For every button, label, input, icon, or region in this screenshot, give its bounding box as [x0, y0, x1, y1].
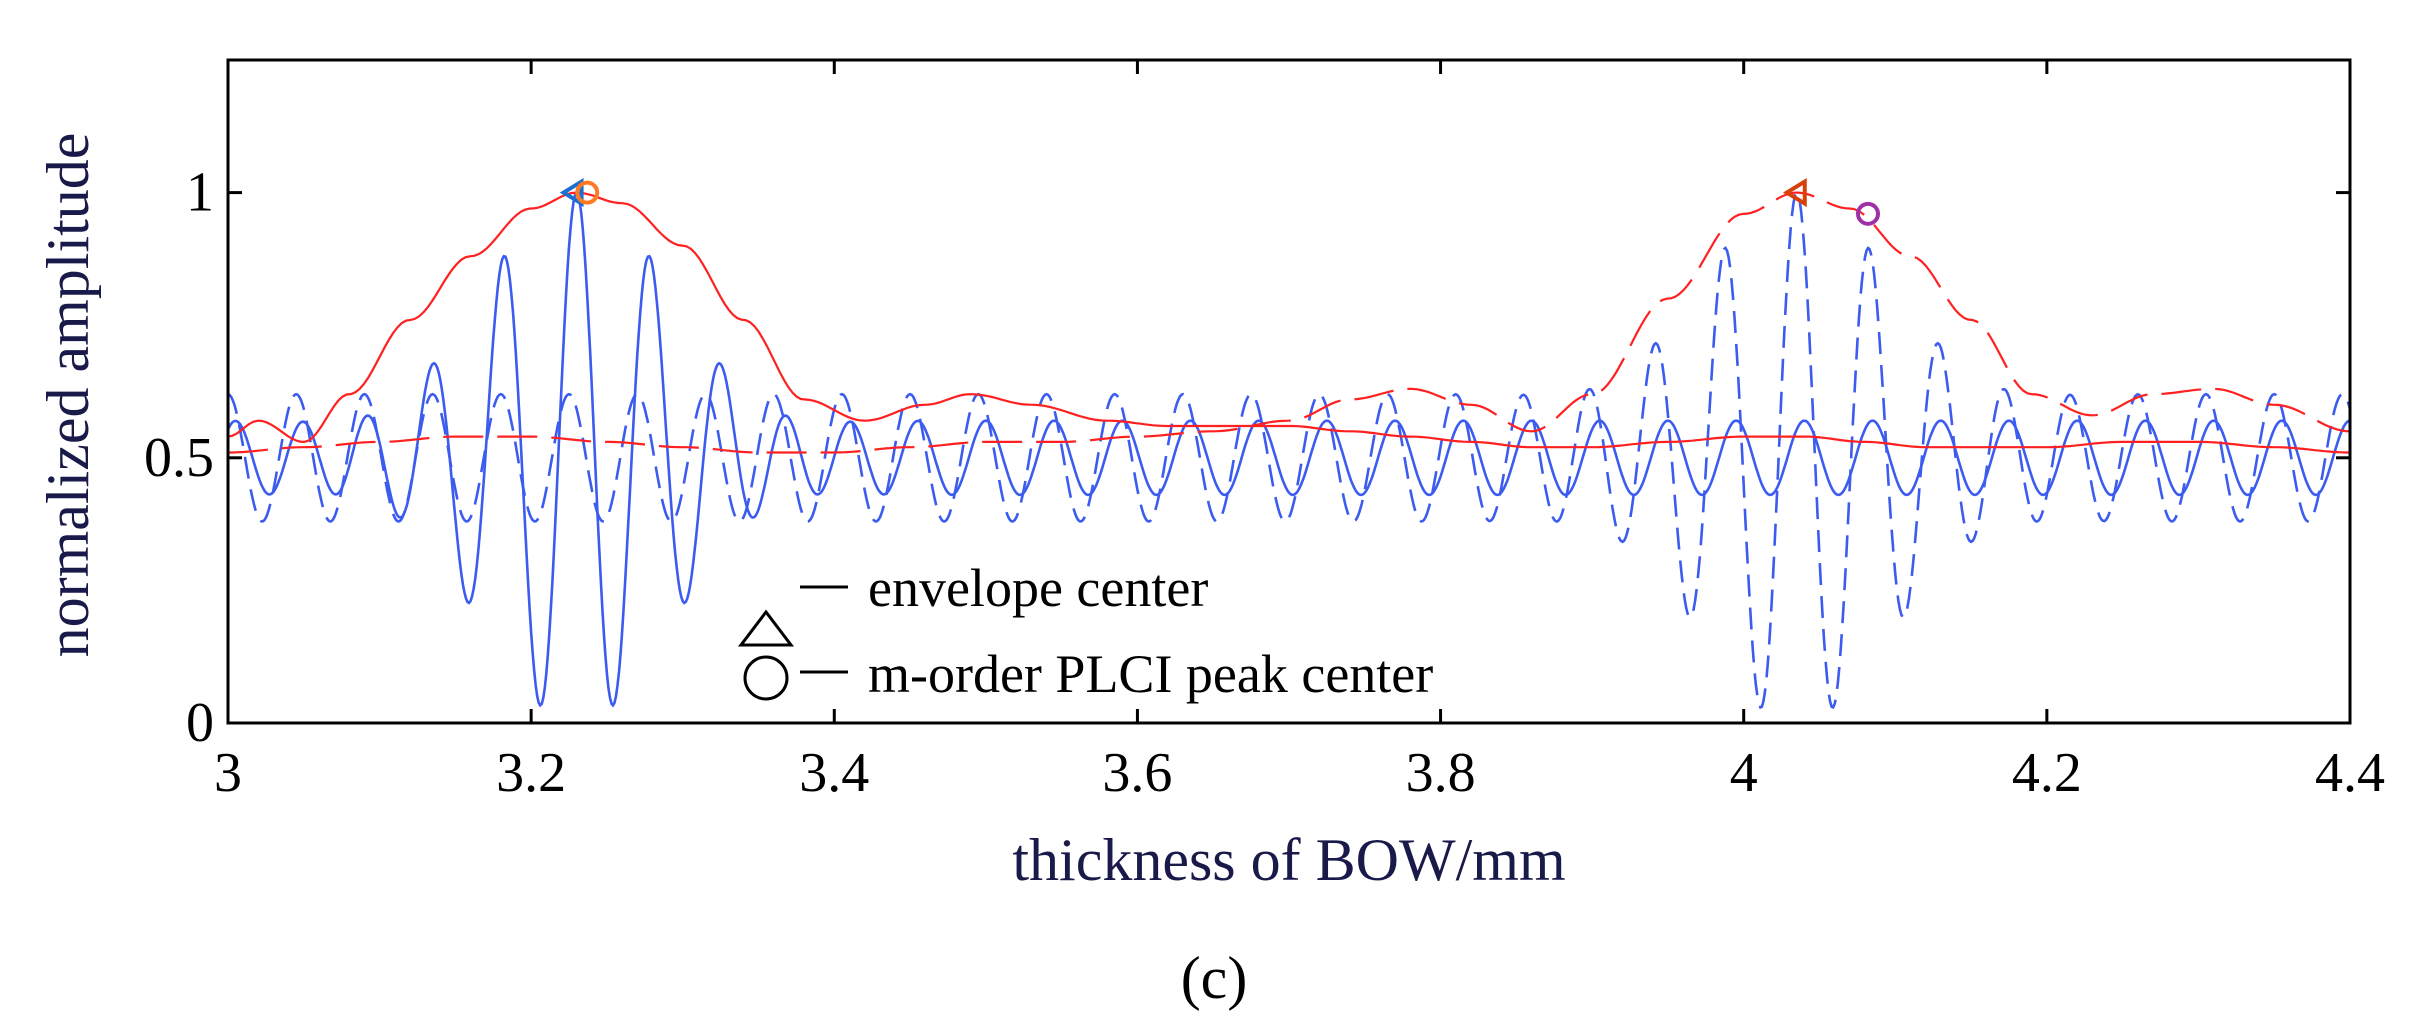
tick-labels: 3 3.2 3.4 3.6 3.8 4 4.2 4.4 0 0.5 1 [144, 162, 2385, 804]
x-tick-label: 3 [214, 742, 242, 804]
series-line-4 [228, 191, 2351, 454]
plot-frame [226, 58, 2352, 725]
x-tick-label: 4.2 [2012, 742, 2082, 804]
legend-triangle-icon [737, 609, 795, 647]
marker-circle-4 [1856, 201, 1881, 226]
x-tick-label: 3.8 [1406, 742, 1476, 804]
markers [559, 178, 1881, 226]
x-tick-label: 3.6 [1102, 742, 1172, 804]
legend-label-plci-peak-center: m-order PLCI peak center [868, 644, 1433, 704]
x-tick-label: 4.4 [2315, 742, 2385, 804]
x-tick-label: 4 [1730, 742, 1758, 804]
x-tick-label: 3.2 [496, 742, 566, 804]
marker-circle-2 [575, 180, 600, 205]
plot-lines [226, 190, 2352, 710]
panel-label: (c) [1181, 945, 1248, 1011]
y-tick-label: 1 [186, 162, 214, 224]
x-tick-label: 3.4 [799, 742, 869, 804]
legend-label-envelope-center: envelope center [868, 558, 1208, 618]
series-line-1 [226, 190, 2351, 708]
marker-triangle-1 [559, 178, 584, 208]
y-axis-title: normalized amplitude [35, 133, 101, 658]
legend-circle-icon [743, 655, 789, 701]
x-axis-title: thickness of BOW/mm [1012, 827, 1565, 893]
ticks [226, 60, 2352, 725]
series-line-3 [227, 191, 2350, 454]
legend: envelope center m-order PLCI peak center [737, 558, 1433, 704]
y-tick-label: 0.5 [144, 427, 214, 489]
y-tick-label: 0 [186, 692, 214, 754]
series-line-2 [227, 190, 2352, 710]
marker-triangle-3 [1782, 178, 1807, 208]
